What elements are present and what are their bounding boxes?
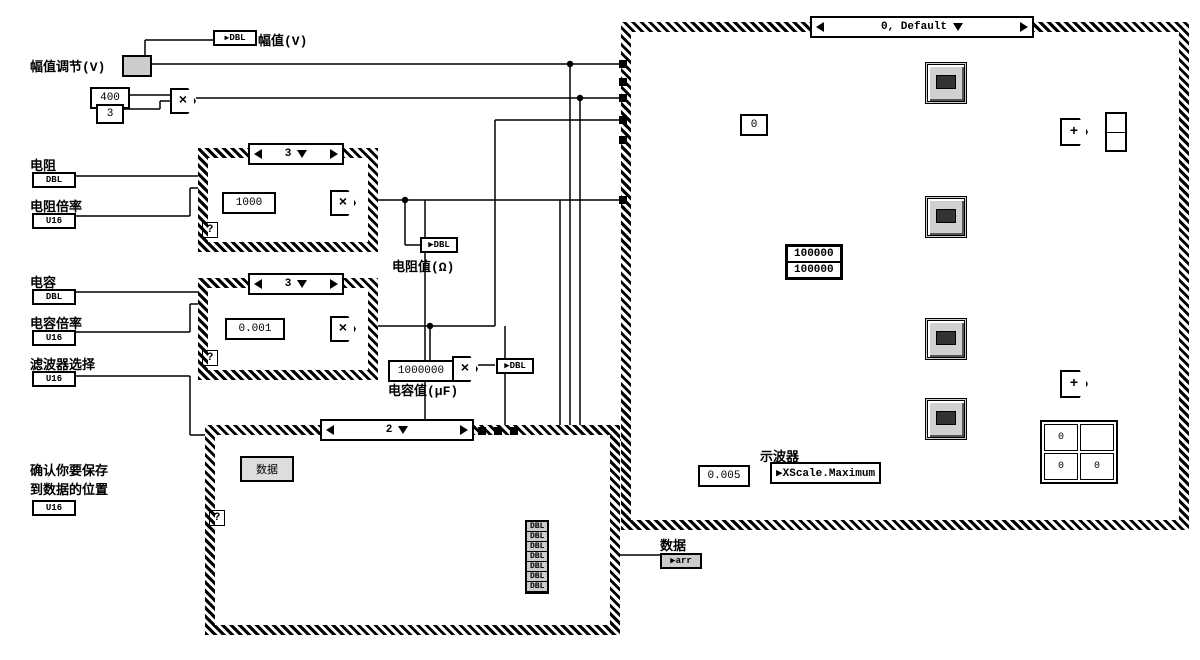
main-case-selector[interactable]: 0, Default <box>810 16 1034 38</box>
filter-select-terminal[interactable]: U16 <box>32 371 76 387</box>
const-3: 3 <box>96 104 124 124</box>
amplitude-adjust-label: 幅值调节(V) <box>30 56 105 75</box>
amplitude-label: 幅值(V) <box>258 30 307 49</box>
capacitance-out-label: 电容值(µF) <box>388 380 458 399</box>
save-confirm-terminal[interactable]: U16 <box>32 500 76 516</box>
case3-selector[interactable]: 2 <box>320 419 474 441</box>
case2-const: 0.001 <box>225 318 285 340</box>
case2-cond: ? <box>202 350 218 366</box>
dbl-stack: DBLDBLDBLDBLDBLDBLDBL <box>525 520 549 594</box>
main-tun-2 <box>619 78 627 86</box>
case1-cond: ? <box>202 222 218 238</box>
time-const: 0.005 <box>698 465 750 487</box>
main-tun-6 <box>619 196 627 204</box>
main-tun-5 <box>619 136 627 144</box>
case2-scale: 1000000 <box>388 360 454 382</box>
case3-tunnel-1 <box>478 427 486 435</box>
case2-scale-multiply <box>452 356 478 382</box>
main-tun-3 <box>619 94 627 102</box>
resistance-terminal[interactable]: DBL <box>32 172 76 188</box>
capacitance-out-terminal: ▶DBL <box>496 358 534 374</box>
subvi-4[interactable] <box>925 398 967 440</box>
multiply-node-top <box>170 88 196 114</box>
data-out-terminal: ▶arr <box>660 553 702 569</box>
save-confirm-label: 确认你要保存 到数据的位置 <box>30 460 108 498</box>
subvi-1[interactable] <box>925 62 967 104</box>
amplitude-adjust-terminal[interactable] <box>122 55 152 77</box>
case3-data-box: 数据 <box>240 456 294 482</box>
subvi-2[interactable] <box>925 196 967 238</box>
resistance-mult-terminal[interactable]: U16 <box>32 213 76 229</box>
resistance-out-label: 电阻值(Ω) <box>392 256 454 275</box>
case1-const: 1000 <box>222 192 276 214</box>
case2-selector[interactable]: 3 <box>248 273 344 295</box>
capacitance-terminal[interactable]: DBL <box>32 289 76 305</box>
case3-tunnel-3 <box>510 427 518 435</box>
resistance-out-terminal: ▶DBL <box>420 237 458 253</box>
bundle-top <box>1105 112 1127 152</box>
main-tun-1 <box>619 60 627 68</box>
data-out-label: 数据 <box>660 535 686 554</box>
capacitance-mult-terminal[interactable]: U16 <box>32 330 76 346</box>
case3-tunnel-2 <box>494 427 502 435</box>
subvi-3[interactable] <box>925 318 967 360</box>
amplitude-indicator-terminal: ▶DBL <box>213 30 257 46</box>
array-const: 100000 100000 <box>785 244 843 280</box>
main-tun-4 <box>619 116 627 124</box>
property-node[interactable]: ▶XScale.Maximum <box>770 462 881 484</box>
zero-const: 0 <box>740 114 768 136</box>
case3-cond: ? <box>209 510 225 526</box>
output-cluster: 0 0 0 <box>1040 420 1118 484</box>
case1-selector[interactable]: 3 <box>248 143 344 165</box>
